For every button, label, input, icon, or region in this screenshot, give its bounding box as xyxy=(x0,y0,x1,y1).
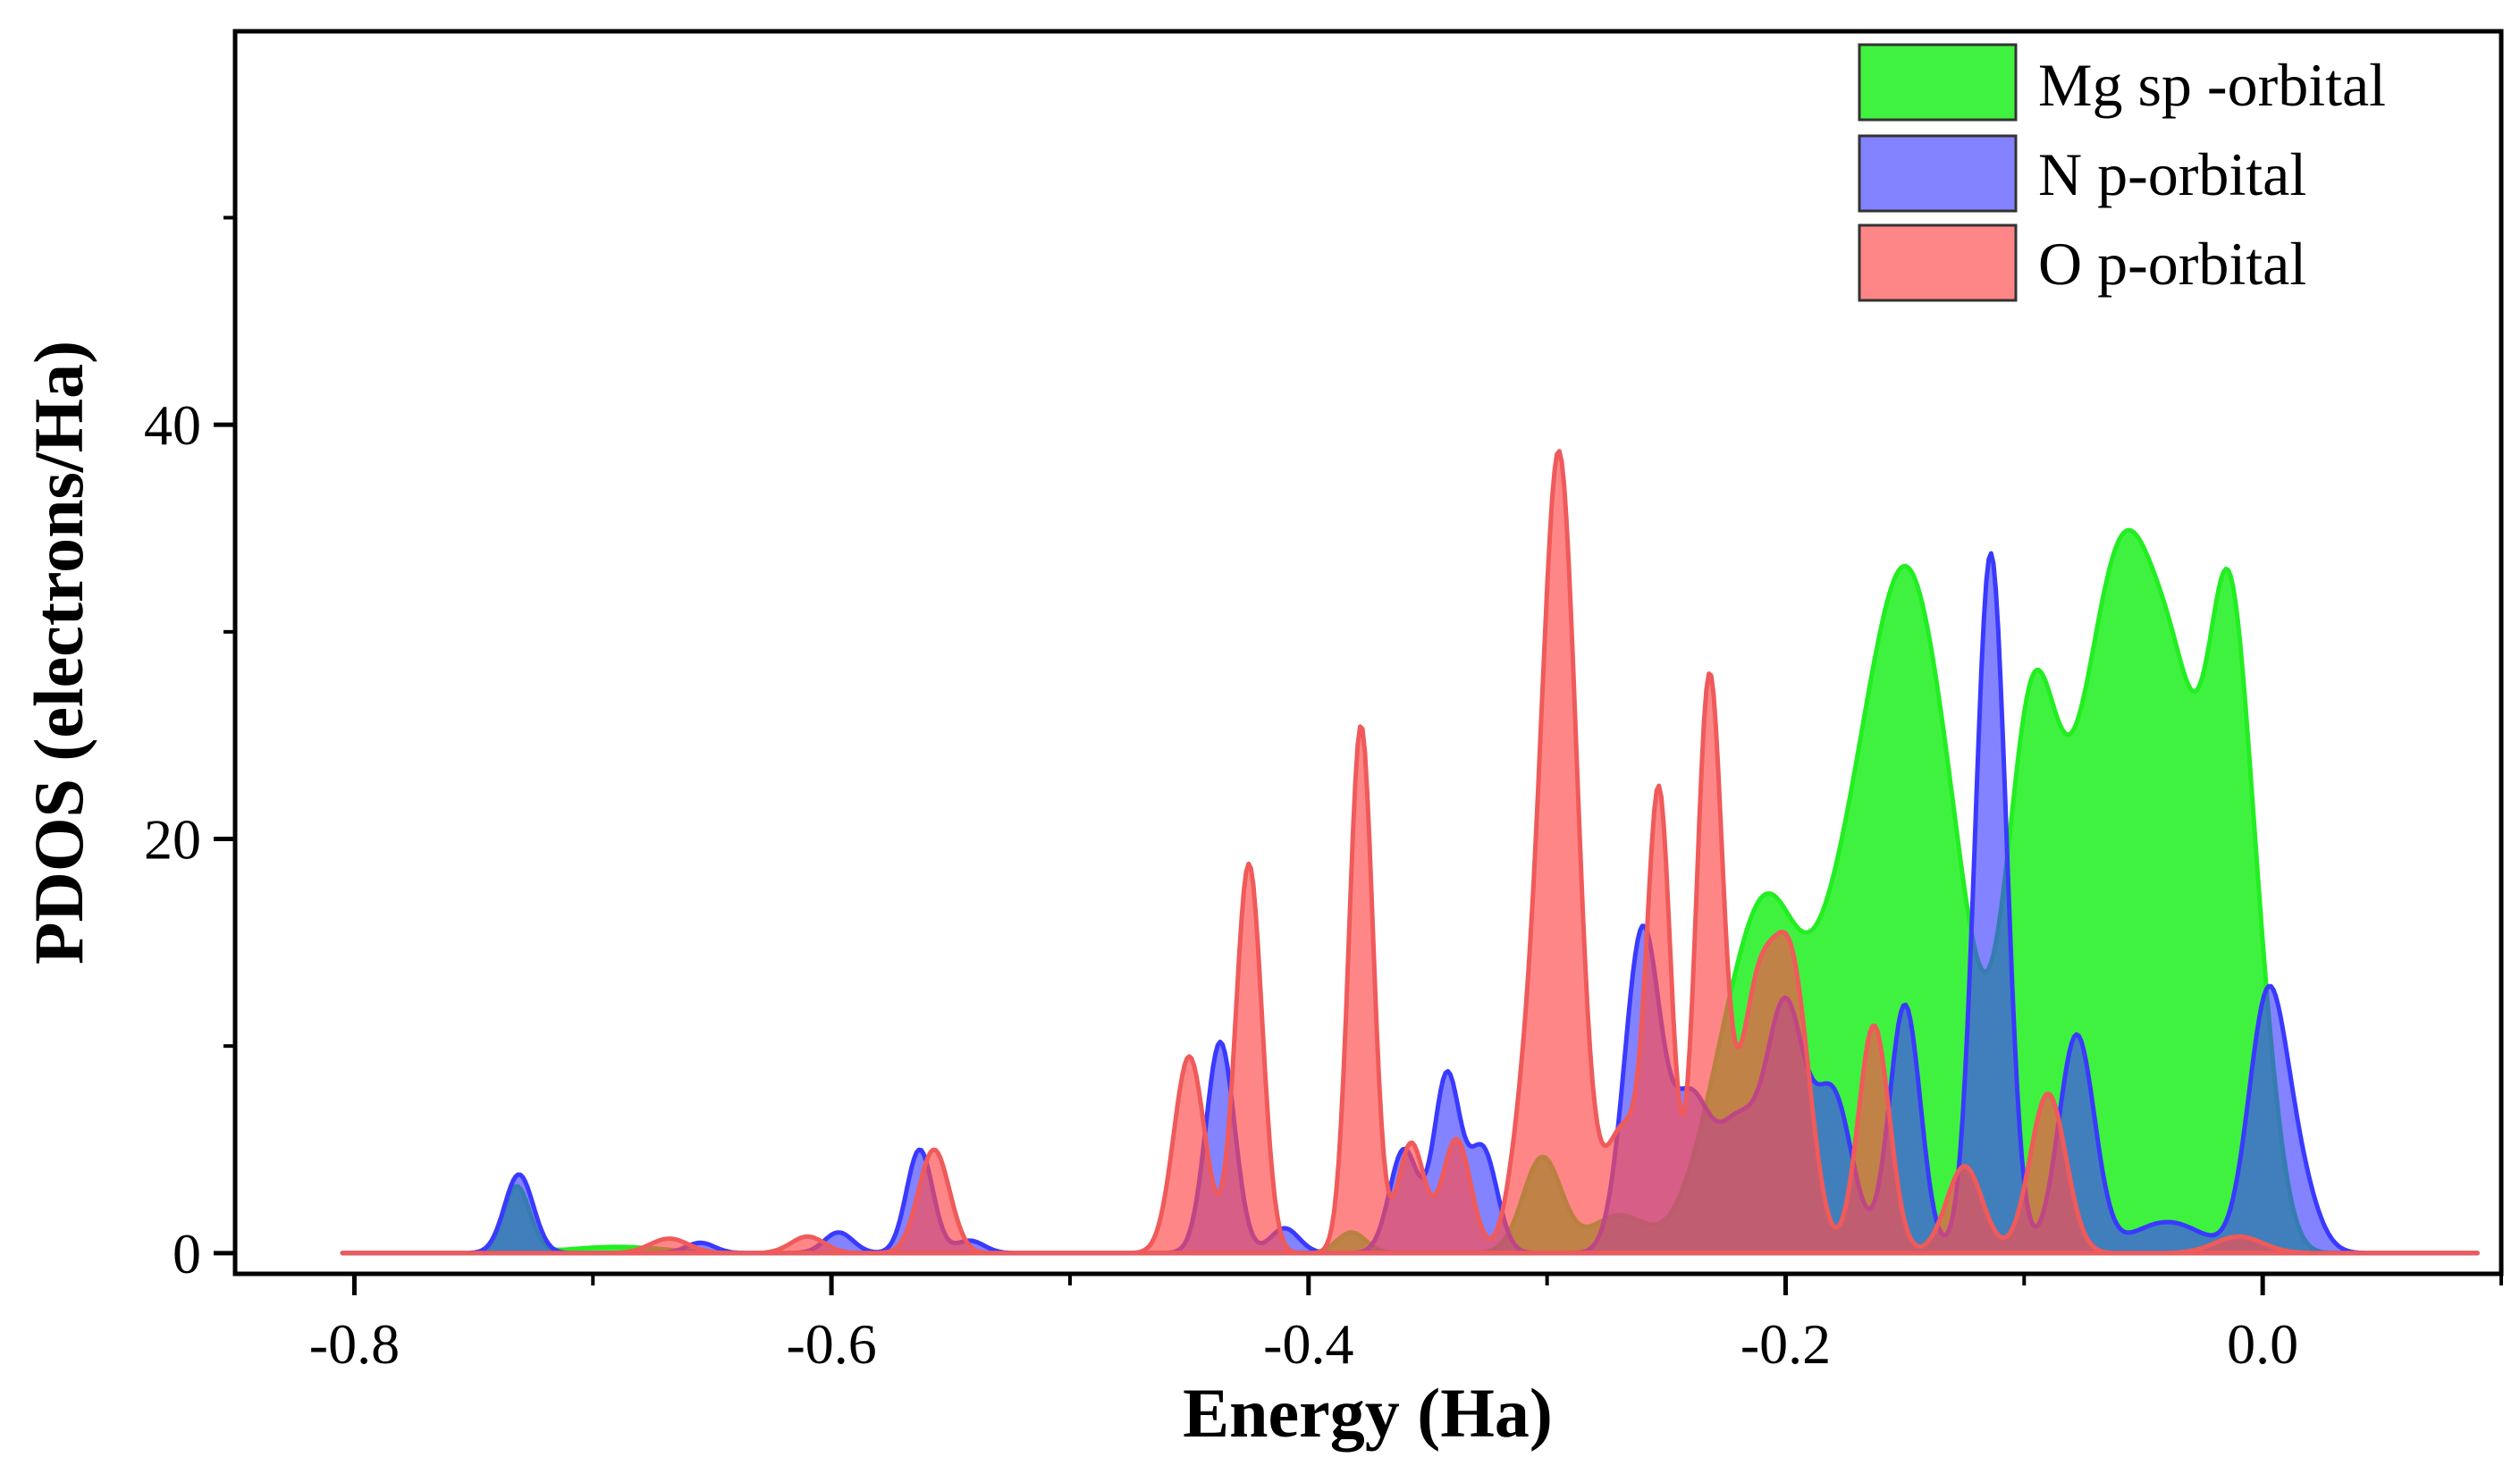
plot-frame xyxy=(232,29,2504,1277)
series-layer xyxy=(340,449,2480,1256)
legend-swatch-mg-sp xyxy=(1858,43,2018,122)
y-tick-label: 20 xyxy=(144,808,201,872)
y-axis-title: PDOS (electrons/Ha) xyxy=(20,341,97,965)
x-tick-label: 0.0 xyxy=(2227,1312,2298,1376)
legend-swatch-n-p xyxy=(1858,134,2018,213)
x-tick-label: -0.4 xyxy=(1263,1312,1353,1376)
y-tick-label: 40 xyxy=(144,393,201,457)
y-tick-label: 0 xyxy=(173,1222,201,1285)
x-tick-label: -0.8 xyxy=(309,1312,400,1376)
x-tick-label: -0.2 xyxy=(1740,1312,1831,1376)
x-tick-label: -0.6 xyxy=(786,1312,876,1376)
x-axis-title: Energy (Ha) xyxy=(1183,1374,1553,1452)
legend-label-mg-sp: Mg sp -orbital xyxy=(2038,51,2386,119)
series-area-2 xyxy=(340,449,2480,1256)
legend-label-o-p: O p-orbital xyxy=(2038,230,2306,298)
legend: Mg sp -orbital N p-orbital O p-orbital xyxy=(1858,43,2386,302)
axis-ticks: -0.8 -0.6 -0.4 -0.2 0.0 0 20 40 xyxy=(144,215,2503,1376)
legend-label-n-p: N p-orbital xyxy=(2038,140,2306,208)
legend-swatch-o-p xyxy=(1858,223,2018,302)
